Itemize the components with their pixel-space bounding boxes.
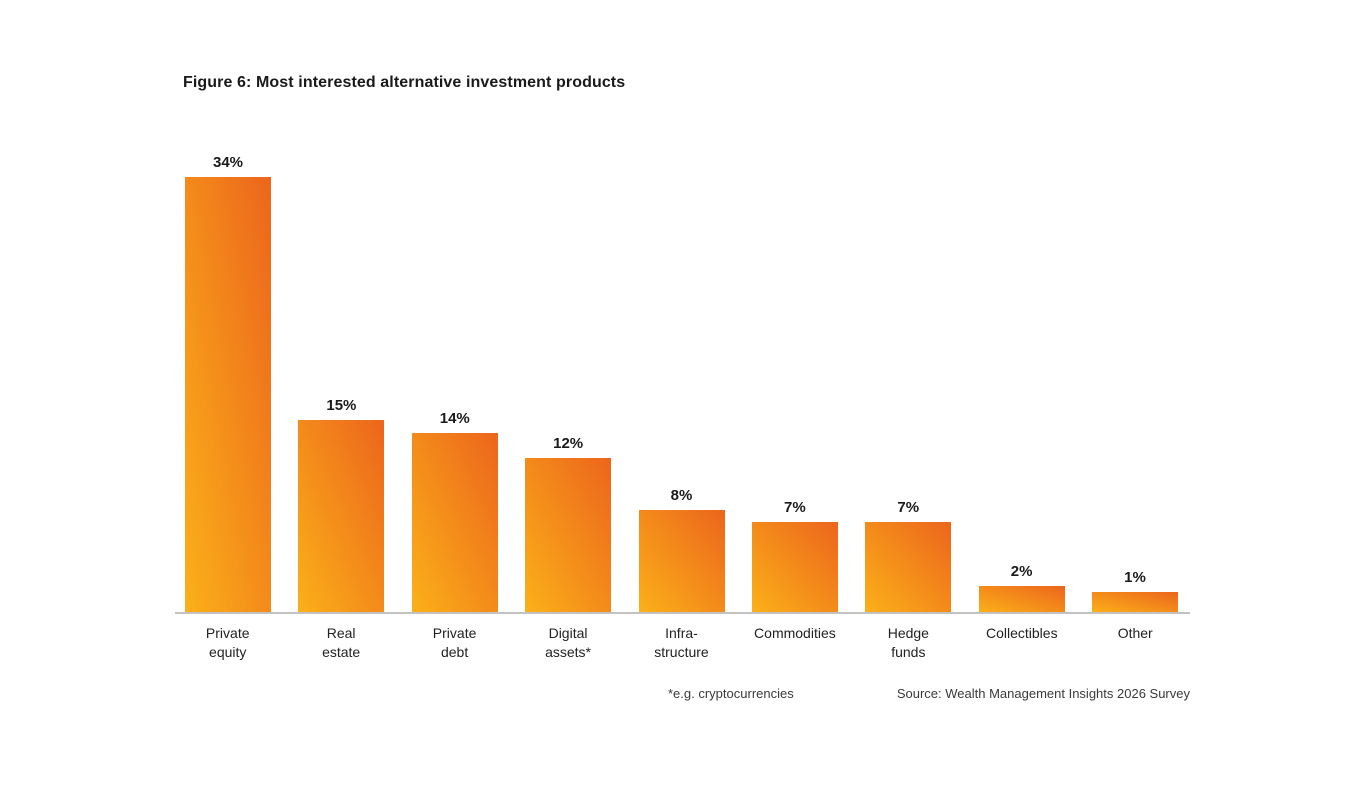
bar-column: 7% (751, 499, 838, 612)
category-label: Digital assets* (545, 625, 591, 660)
figure-title: Figure 6: Most interested alternative in… (183, 74, 626, 91)
category-label: Other (1117, 625, 1153, 641)
bar-value-label: 34% (212, 154, 244, 171)
bar (185, 177, 271, 612)
bar-chart: 34% 15% 14% 12% 8% 7% 7% 2% 1% (185, 154, 1178, 612)
footnote-row: *e.g. cryptocurrencies Source: Wealth Ma… (0, 686, 1347, 706)
bar-column: 7% (865, 499, 952, 612)
bar (638, 510, 725, 612)
bar (751, 522, 838, 612)
bar-column: 8% (638, 487, 725, 612)
footnote-asterisk: *e.g. cryptocurrencies (668, 686, 794, 701)
bar-column: 2% (978, 563, 1065, 612)
bar-column: 34% (185, 154, 271, 612)
bar-value-label: 12% (553, 435, 584, 452)
bar-value-label: 14% (439, 410, 470, 427)
bar-column: 1% (1092, 569, 1178, 612)
bar-value-label: 2% (1010, 563, 1033, 580)
bar-value-label: 7% (784, 499, 806, 516)
x-axis-line (175, 612, 1190, 614)
bar-column: 15% (298, 397, 385, 612)
bar-value-label: 8% (670, 487, 693, 504)
bar (1092, 592, 1178, 612)
bar (978, 586, 1065, 612)
category-label: Private equity (205, 625, 250, 660)
bar (865, 522, 952, 612)
bar-value-label: 7% (897, 499, 920, 516)
bar (411, 433, 498, 612)
category-label: Real estate (322, 625, 361, 660)
source-note: Source: Wealth Management Insights 2026 … (896, 686, 1190, 701)
category-label: Commodities (754, 625, 836, 641)
category-label: Private debt (432, 625, 477, 660)
category-label: Infra- structure (654, 625, 709, 660)
bar (298, 420, 385, 612)
bar (525, 458, 612, 612)
bar-column: 14% (411, 410, 498, 612)
bar-value-label: 1% (1124, 569, 1146, 586)
bar-value-label: 15% (326, 397, 357, 414)
category-label: Hedge funds (887, 625, 929, 660)
category-label: Collectibles (985, 625, 1058, 641)
bar-column: 12% (525, 435, 612, 612)
x-axis-tick-labels: Private equity Real estate Private debt Dig… (171, 624, 1192, 662)
